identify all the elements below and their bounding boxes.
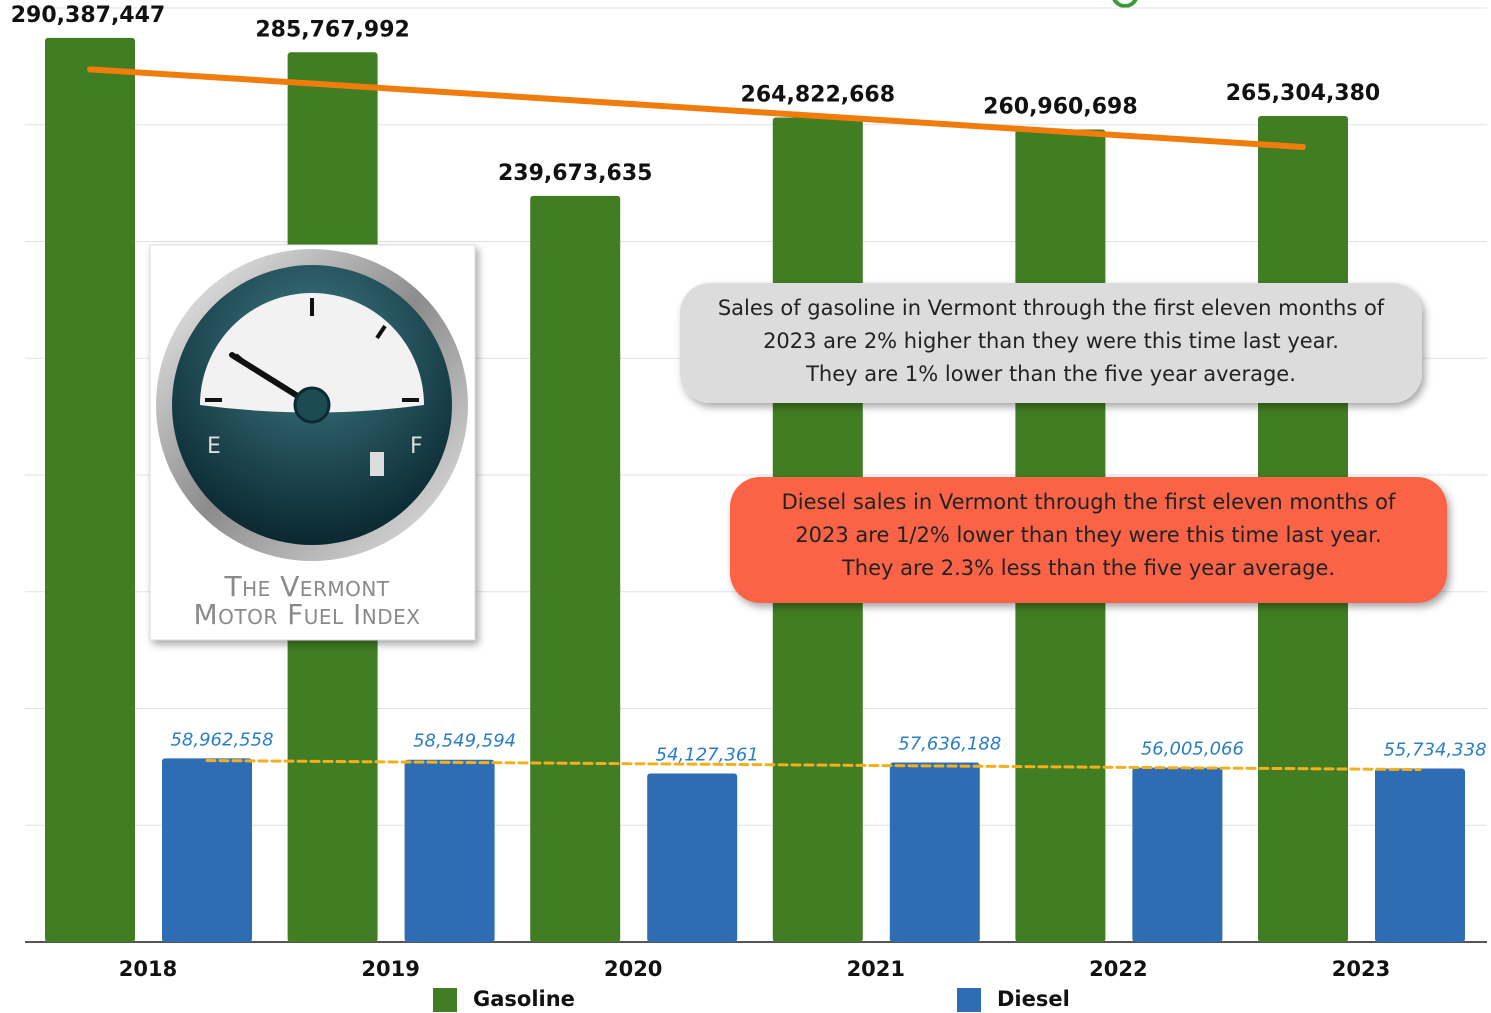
legend-label: Gasoline bbox=[473, 987, 575, 1011]
annotation-text: 2023 are 2% higher than they were this t… bbox=[763, 329, 1339, 353]
data-label: 239,673,635 bbox=[498, 161, 652, 186]
decoration bbox=[1112, 0, 1138, 8]
annotation-box bbox=[680, 283, 1422, 403]
gauge-e: E bbox=[207, 434, 221, 459]
x-tick-label: 2023 bbox=[1332, 957, 1390, 981]
annotation-text: They are 2.3% less than the five year av… bbox=[841, 556, 1335, 580]
labels: 2018 2019 2020 2021 2022 2023 290,387,447 285,7… bbox=[11, 3, 1487, 1012]
gauge-f: F bbox=[410, 434, 423, 459]
x-tick-label: 2019 bbox=[361, 957, 419, 981]
trend-line bbox=[205, 759, 1422, 772]
bar bbox=[889, 762, 980, 942]
gauge-pump bbox=[370, 452, 384, 476]
bar bbox=[404, 759, 495, 942]
bar bbox=[1132, 767, 1223, 942]
data-label: 55,734,338 bbox=[1383, 739, 1486, 760]
legend-label: Diesel bbox=[997, 987, 1070, 1011]
x-tick-label: 2021 bbox=[847, 957, 905, 981]
annotation-text: 2023 are 1/2% lower than they were this … bbox=[795, 523, 1381, 547]
data-label: 58,549,594 bbox=[413, 731, 516, 752]
x-tick-label: 2020 bbox=[604, 957, 662, 981]
annotation-text: Sales of gasoline in Vermont through the… bbox=[718, 296, 1385, 320]
data-label: 264,822,668 bbox=[741, 83, 895, 108]
data-label: 260,960,698 bbox=[983, 95, 1137, 120]
annotation-text: They are 1% lower than the five year ave… bbox=[805, 362, 1296, 386]
data-label: 54,127,361 bbox=[656, 744, 759, 765]
annotations: Sales of gasoline in Vermont through the… bbox=[680, 283, 1447, 603]
x-tick-label: 2018 bbox=[119, 957, 177, 981]
logo-text: Motor Fuel Index bbox=[193, 598, 420, 631]
trend-line bbox=[87, 66, 1306, 151]
gauge-hub bbox=[293, 386, 331, 424]
annotation-text: Diesel sales in Vermont through the firs… bbox=[782, 490, 1396, 514]
data-label: 58,962,558 bbox=[170, 729, 273, 750]
data-label: 56,005,066 bbox=[1141, 739, 1244, 760]
logo-text: The Vermont bbox=[223, 570, 389, 603]
x-tick-label: 2022 bbox=[1089, 957, 1147, 981]
bar bbox=[45, 37, 135, 943]
data-label: 57,636,188 bbox=[898, 734, 1001, 755]
bar bbox=[162, 758, 252, 942]
gauge-dial bbox=[200, 293, 424, 413]
data-label: 265,304,380 bbox=[1226, 81, 1380, 106]
annotation-box bbox=[730, 477, 1447, 603]
bar bbox=[530, 195, 621, 942]
legend-swatch bbox=[433, 988, 457, 1012]
legend-swatch bbox=[957, 988, 981, 1012]
data-label: 290,387,447 bbox=[11, 3, 165, 28]
gauge: E F bbox=[156, 249, 468, 561]
bar bbox=[647, 773, 738, 942]
data-label: 285,767,992 bbox=[255, 17, 409, 42]
bar bbox=[1375, 768, 1465, 942]
